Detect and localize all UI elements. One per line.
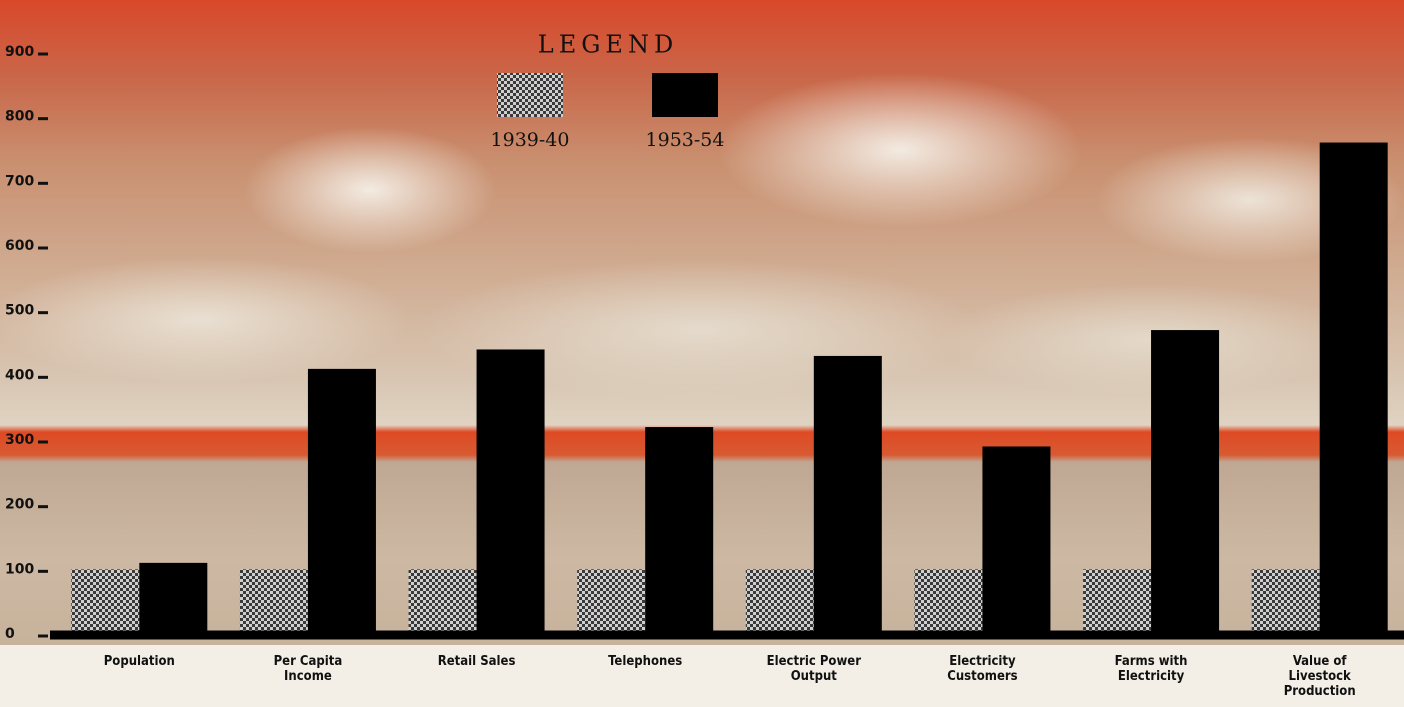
legend-title: LEGEND [538, 31, 678, 59]
x-tick-label: Value of Livestock Production [1283, 654, 1356, 699]
bar [139, 562, 208, 634]
y-tick-label: 900 [5, 44, 34, 60]
y-tick-label: 0 [5, 626, 15, 642]
bar [71, 569, 140, 634]
bar [982, 446, 1051, 634]
legend-swatch [652, 73, 718, 117]
bar [1319, 142, 1388, 635]
bar [408, 569, 477, 634]
bar [1083, 569, 1152, 634]
x-tick-label: Farms with Electricity [1114, 654, 1188, 684]
x-tick-label: Retail Sales [437, 654, 516, 669]
y-tick-label: 500 [5, 303, 34, 319]
bar [307, 368, 376, 634]
x-tick-label: Per Capita Income [273, 654, 343, 684]
x-tick-label: Electric Power Output [766, 654, 861, 684]
bar [577, 569, 646, 634]
y-tick-label: 300 [5, 432, 34, 448]
bar [645, 427, 714, 634]
legend-swatch [497, 73, 563, 117]
bar [914, 569, 983, 634]
y-tick-label: 100 [5, 561, 34, 577]
bar [1251, 569, 1320, 634]
x-tick-label: Electricity Customers [947, 654, 1018, 684]
bar [476, 349, 545, 634]
legend-label: 1953-54 [646, 129, 725, 151]
x-tick-label: Population [103, 654, 175, 669]
bar [239, 569, 308, 634]
bar [1151, 330, 1220, 634]
y-tick-label: 400 [5, 367, 34, 383]
legend-label: 1939-40 [491, 129, 570, 151]
y-tick-label: 800 [5, 109, 34, 125]
x-tick-label: Telephones [608, 654, 683, 669]
bar [813, 355, 882, 634]
y-tick-label: 200 [5, 497, 34, 513]
y-tick-label: 700 [5, 173, 34, 189]
y-tick-label: 600 [5, 238, 34, 254]
bar [745, 569, 814, 634]
